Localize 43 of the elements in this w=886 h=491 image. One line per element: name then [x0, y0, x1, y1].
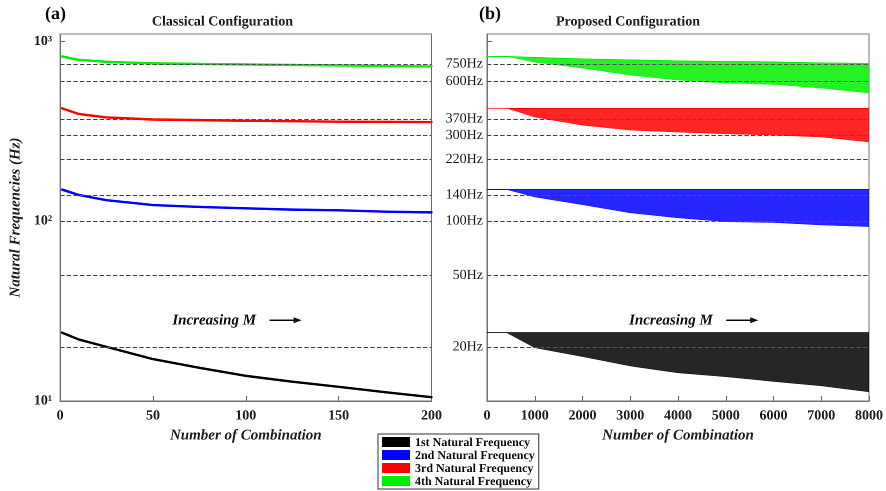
x-tick-label: 8000 [855, 408, 883, 424]
x-axis-title: Number of Combination [601, 427, 754, 444]
line-series [60, 331, 433, 398]
x-tick-label: 6000 [760, 408, 788, 424]
ref-line-label: 50Hz [452, 268, 483, 283]
ref-line-label: 300Hz [446, 128, 483, 143]
annotation: Increasing M [171, 312, 257, 328]
ref-line-label: 600Hz [446, 74, 483, 89]
x-tick-label: 200 [421, 408, 442, 424]
x-tick-label: 0 [56, 408, 64, 424]
ref-line-label: 220Hz [446, 152, 483, 168]
legend-label: 4th Natural Frequency [415, 474, 532, 488]
y-tick-label: 10¹ [34, 394, 52, 408]
annotation: Increasing M [628, 312, 714, 328]
y-tick-label: 10² [34, 214, 52, 229]
x-tick-label: 5000 [712, 408, 740, 424]
ref-line-label: 140Hz [446, 187, 483, 202]
y-tick-label: 10³ [34, 34, 52, 49]
line-series [60, 107, 433, 124]
legend-label: 3rd Natural Frequency [415, 461, 534, 475]
x-axis-title: Number of Combination [168, 427, 322, 444]
chart-title: Classical Configuration [152, 14, 294, 30]
x-tick-label: 1000 [520, 408, 549, 424]
chart-title: Proposed Configuration [556, 14, 700, 30]
x-tick-label: 7000 [807, 408, 836, 424]
x-tick-label: 2000 [568, 408, 596, 424]
text: (a) [45, 3, 66, 23]
x-tick-label: 100 [235, 408, 256, 424]
ref-line-label: 370Hz [446, 112, 483, 127]
legend-label: 2nd Natural Frequency [415, 448, 535, 462]
ref-line-label: 100Hz [446, 214, 483, 229]
ref-line-label: 750Hz [446, 56, 483, 72]
x-tick-label: 150 [328, 408, 350, 424]
text: (b) [479, 3, 502, 23]
x-tick-label: 3000 [616, 408, 644, 424]
legend-label: 1st Natural Frequency [415, 435, 530, 449]
x-tick-label: 0 [484, 408, 490, 424]
line-series [60, 55, 433, 68]
x-tick-label: 50 [146, 408, 160, 424]
line-series [60, 188, 433, 214]
x-tick-label: 4000 [664, 408, 692, 424]
y-axis-title: Natural Frequencies (Hz) [8, 137, 24, 299]
ref-line-label: 20Hz [452, 339, 483, 354]
